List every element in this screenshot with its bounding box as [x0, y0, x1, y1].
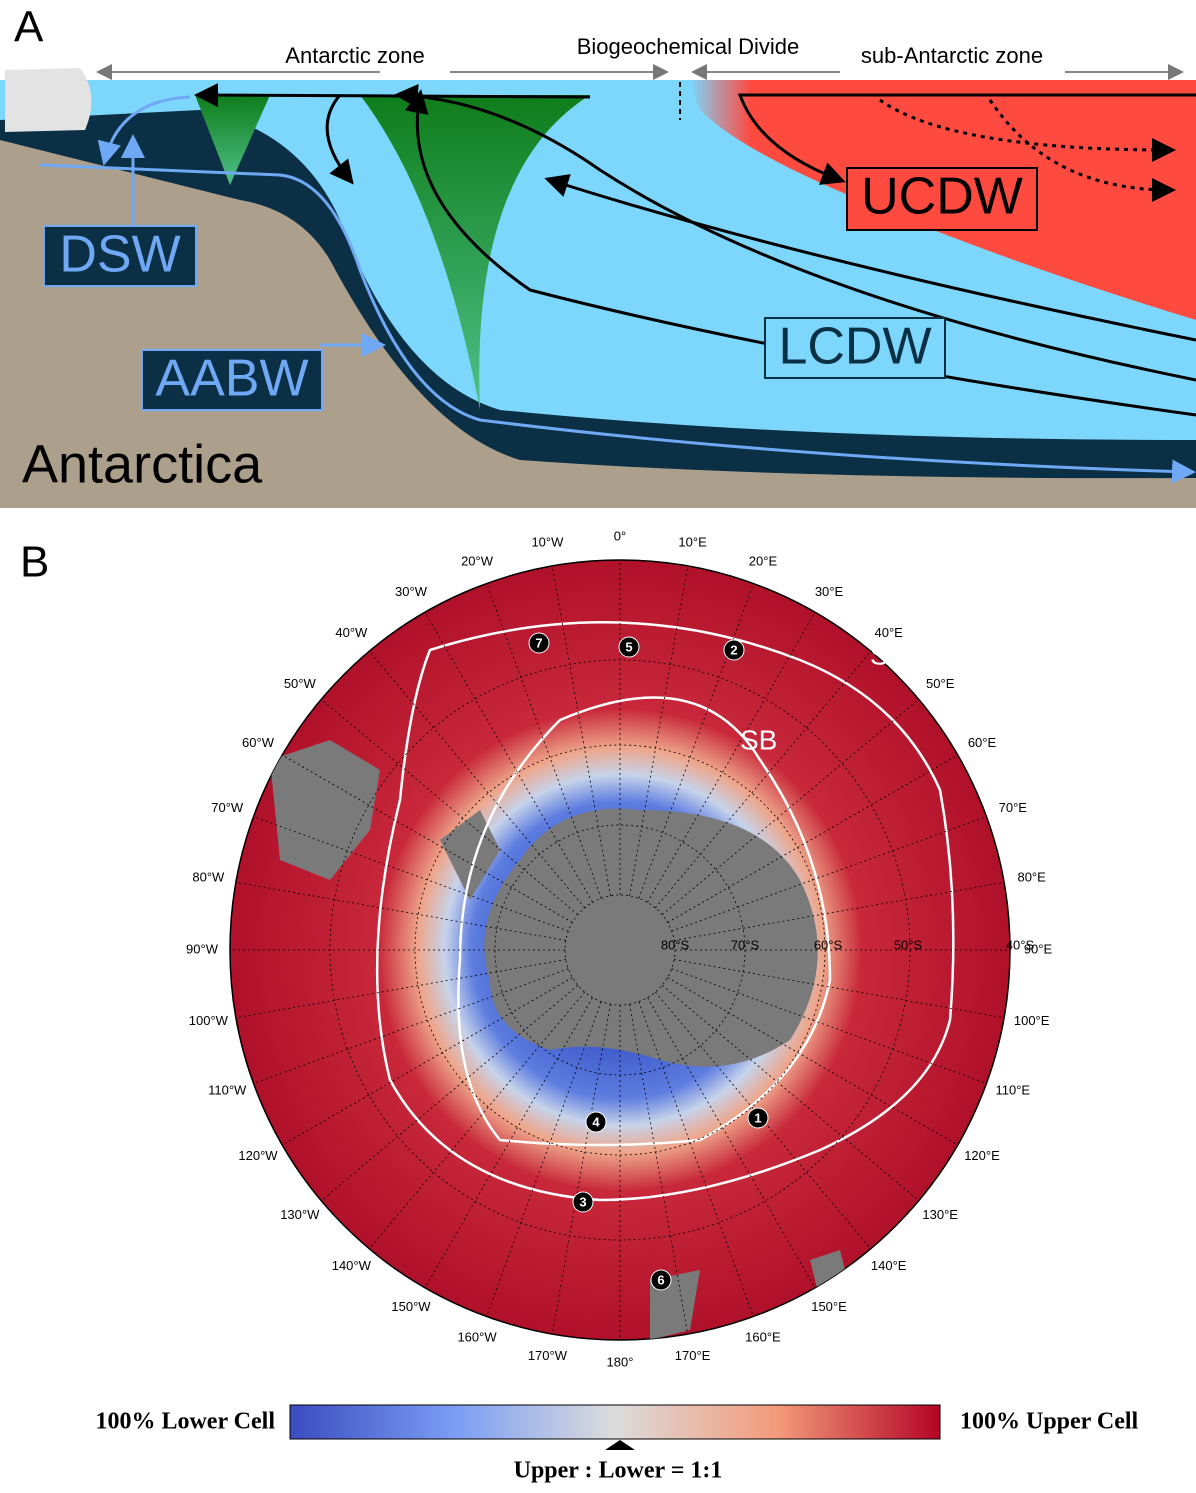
panel-b: B SAF SB 100% Lower Cell 100% Upper Cell…	[20, 538, 1139, 1484]
zone-label: Antarctic zone	[285, 43, 424, 68]
zone-label: Biogeochemical Divide	[577, 34, 800, 59]
figure: A Antarctic zone Biogeochemical Divide s…	[0, 0, 1196, 1488]
longitude-label: 50°E	[926, 676, 955, 691]
latitude-label: 60°S	[814, 937, 843, 952]
longitude-label: 120°W	[238, 1148, 278, 1163]
water-mass-label: UCDW	[861, 168, 1023, 226]
longitude-label: 80°E	[1017, 870, 1046, 885]
latitude-label: 50°S	[894, 937, 923, 952]
colorbar-label: 100% Lower Cell	[95, 1409, 275, 1435]
longitude-label: 20°W	[461, 553, 494, 568]
longitude-label: 60°W	[242, 735, 275, 750]
longitude-label: 70°W	[211, 800, 244, 815]
longitude-label: 150°W	[391, 1299, 431, 1314]
longitude-label: 160°E	[745, 1330, 781, 1345]
longitude-label: 30°E	[815, 584, 844, 599]
ice-shelf	[5, 68, 91, 132]
longitude-label: 10°E	[678, 535, 707, 550]
longitude-label: 90°W	[186, 941, 219, 956]
water-mass-label: AABW	[155, 350, 308, 408]
longitude-label: 120°E	[964, 1148, 1000, 1163]
longitude-label: 50°W	[284, 676, 317, 691]
longitude-label: 100°W	[189, 1013, 229, 1028]
longitude-label: 110°W	[208, 1083, 247, 1098]
site-label: 4	[592, 1114, 600, 1129]
longitude-label: 10°W	[531, 535, 564, 550]
colorbar-label: Upper : Lower = 1:1	[514, 1458, 723, 1484]
longitude-label: 150°E	[811, 1299, 847, 1314]
zone-label: sub-Antarctic zone	[861, 43, 1043, 68]
latitude-label: 70°S	[731, 937, 760, 952]
longitude-label: 170°W	[528, 1348, 568, 1363]
longitude-label: 160°W	[457, 1330, 497, 1345]
longitude-label: 0°	[614, 528, 626, 543]
longitude-label: 80°W	[192, 870, 225, 885]
front-label: SAF	[870, 639, 924, 670]
landmass-label: Antarctica	[22, 434, 263, 494]
longitude-label: 20°E	[749, 553, 778, 568]
latitude-label: 80°S	[661, 937, 690, 952]
site-label: 3	[579, 1194, 586, 1209]
front-label: SB	[740, 724, 777, 755]
longitude-label: 100°E	[1014, 1013, 1050, 1028]
longitude-label: 180°	[607, 1354, 634, 1369]
colorbar-marker	[605, 1440, 635, 1450]
longitude-label: 40°W	[335, 625, 368, 640]
longitude-label: 130°E	[922, 1207, 958, 1222]
site-label: 7	[535, 635, 542, 650]
panel-label: A	[14, 3, 44, 52]
longitude-label: 40°E	[875, 625, 904, 640]
longitude-label: 60°E	[968, 735, 997, 750]
longitude-label: 140°W	[332, 1258, 372, 1273]
longitude-label: 140°E	[871, 1258, 907, 1273]
site-label: 6	[657, 1272, 664, 1287]
panel-label: B	[20, 538, 49, 587]
colorbar-label: 100% Upper Cell	[960, 1409, 1139, 1435]
longitude-label: 110°E	[995, 1083, 1030, 1098]
site-label: 2	[730, 642, 737, 657]
site-label: 1	[754, 1110, 761, 1125]
latitude-label: 40°S	[1006, 937, 1035, 952]
longitude-label: 70°E	[999, 800, 1028, 815]
colorbar	[290, 1405, 940, 1439]
site-label: 5	[625, 639, 632, 654]
panel-a: A Antarctic zone Biogeochemical Divide s…	[0, 3, 1196, 508]
water-mass-label: DSW	[59, 226, 180, 284]
longitude-label: 30°W	[395, 584, 428, 599]
longitude-label: 170°E	[675, 1348, 711, 1363]
longitude-label: 130°W	[280, 1207, 320, 1222]
water-mass-label: LCDW	[778, 318, 931, 376]
